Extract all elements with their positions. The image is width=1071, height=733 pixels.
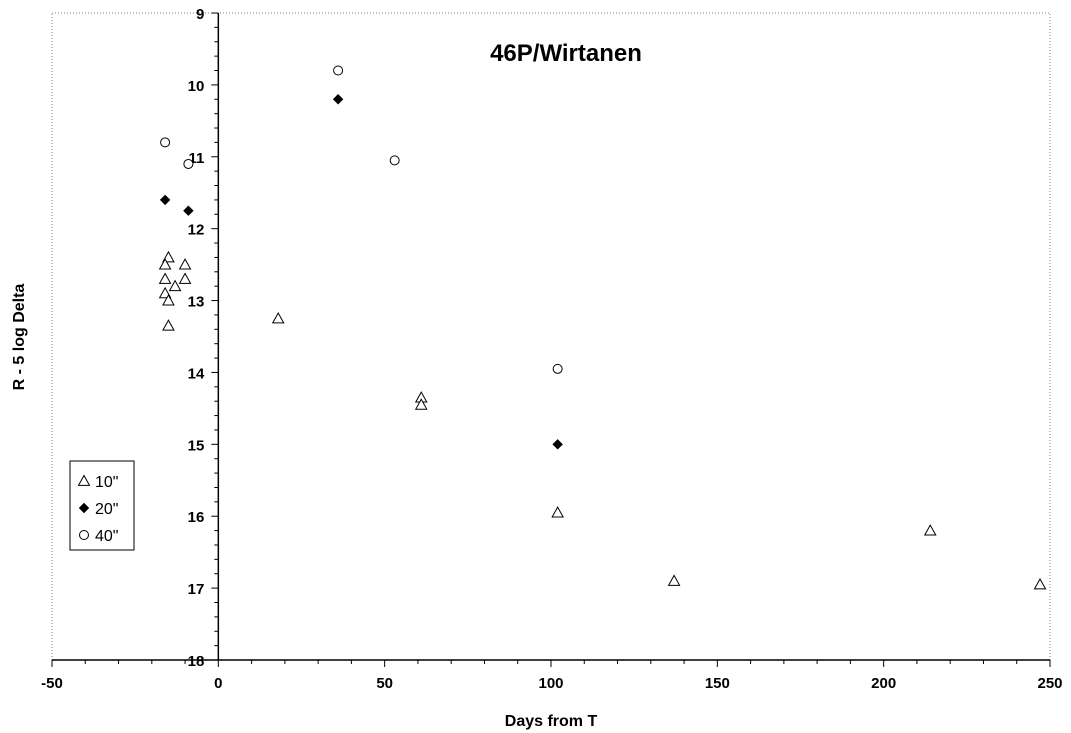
x-tick-label: 100 xyxy=(538,675,563,692)
data-point-1 xyxy=(158,258,172,270)
data-point-1 xyxy=(178,272,192,284)
x-tick-label: 150 xyxy=(705,675,730,692)
plot-area-frame xyxy=(51,12,1051,661)
legend-marker-2 xyxy=(78,502,90,514)
x-axis-title: Days from T xyxy=(505,713,598,730)
legend: 10" 20" 40" xyxy=(69,460,135,551)
y-tick-label: 12 xyxy=(188,222,205,239)
data-point-2 xyxy=(159,194,171,206)
y-tick-label: 13 xyxy=(188,294,205,311)
y-tick-label: 17 xyxy=(188,581,205,598)
data-point-1 xyxy=(414,398,428,410)
x-tick-label: 50 xyxy=(376,675,393,692)
legend-label-2: 20" xyxy=(95,501,118,518)
tick-marks xyxy=(51,12,1051,667)
data-point-1 xyxy=(923,524,937,536)
data-point-1 xyxy=(162,319,175,331)
legend-marker-1 xyxy=(77,474,91,486)
data-point-2 xyxy=(332,94,344,105)
y-tick-label: 9 xyxy=(196,6,204,23)
x-tick-label: -50 xyxy=(41,675,63,692)
data-point-2 xyxy=(183,205,194,216)
y-tick-label: 16 xyxy=(188,509,205,526)
data-point-1 xyxy=(551,506,565,518)
data-point-2 xyxy=(552,439,563,450)
x-tick-label: 200 xyxy=(871,675,896,692)
x-tick-labels: -50 0 50 100 150 200 250 xyxy=(41,675,1062,692)
data-point-1 xyxy=(178,258,192,270)
data-point-3 xyxy=(160,137,171,148)
data-point-1 xyxy=(1033,577,1047,590)
data-point-1 xyxy=(158,272,172,284)
axes xyxy=(52,13,1050,661)
y-tick-label: 14 xyxy=(188,365,205,382)
data-point-3 xyxy=(333,65,344,76)
y-tick-label: 15 xyxy=(188,437,205,454)
chart-title: 46P/Wirtanen xyxy=(490,40,642,67)
y-axis-title: R - 5 log Delta xyxy=(11,284,28,391)
data-points xyxy=(158,65,1047,590)
data-point-1 xyxy=(667,574,681,586)
x-tick-label: 0 xyxy=(214,675,222,692)
data-point-3 xyxy=(183,158,194,169)
data-point-1 xyxy=(162,294,175,306)
data-point-3 xyxy=(389,155,400,166)
data-point-1 xyxy=(271,311,285,324)
data-point-3 xyxy=(552,363,563,374)
data-point-1 xyxy=(168,279,182,292)
x-tick-label: 250 xyxy=(1037,675,1062,692)
legend-label-1: 10" xyxy=(95,474,118,491)
legend-label-3: 40" xyxy=(95,528,118,545)
y-tick-label: 18 xyxy=(188,653,205,670)
legend-marker-3 xyxy=(79,530,89,540)
y-tick-label: 10 xyxy=(188,78,205,95)
